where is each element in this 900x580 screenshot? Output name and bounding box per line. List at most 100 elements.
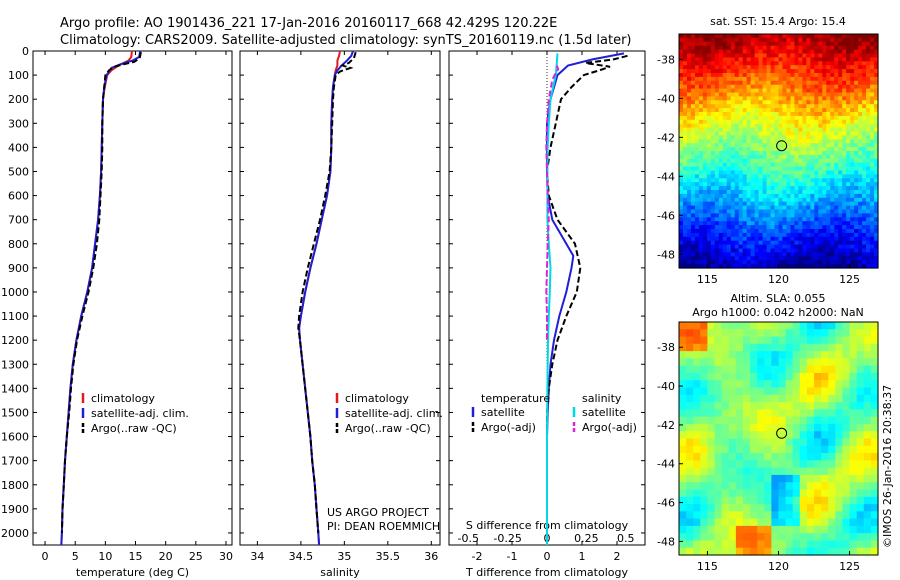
heatmap-cell <box>738 139 744 144</box>
heatmap-cell <box>742 225 748 230</box>
heatmap-cell <box>718 76 724 82</box>
heatmap-cell <box>693 409 701 418</box>
heatmap-cell <box>806 178 811 183</box>
heatmap-cell <box>778 256 784 261</box>
heatmap-cell <box>802 143 807 148</box>
heatmap-cell <box>754 232 760 238</box>
heatmap-cells <box>679 34 879 269</box>
heatmap-cell <box>863 482 872 491</box>
heatmap-cell <box>726 197 732 203</box>
heatmap-cell <box>722 236 728 242</box>
heatmap-cell <box>686 460 694 469</box>
heatmap-cell <box>778 104 784 109</box>
heatmap-cell <box>838 41 843 47</box>
heatmap-cell <box>694 65 700 70</box>
heatmap-cell <box>862 229 867 234</box>
heatmap-cell <box>822 260 827 265</box>
heatmap-cell <box>814 65 819 70</box>
heatmap-cell <box>721 431 730 440</box>
heatmap-cell <box>798 41 803 47</box>
heatmap-cell <box>818 147 823 152</box>
heatmap-cell <box>790 65 796 70</box>
heatmap-cell <box>718 104 724 109</box>
heatmap-cell <box>702 154 708 160</box>
heatmap-cell <box>856 358 865 367</box>
heatmap-cell <box>746 256 752 261</box>
heatmap-cell <box>778 358 787 367</box>
heatmap-cell <box>690 53 696 58</box>
heatmap-cell <box>710 65 716 70</box>
heatmap-cell <box>806 193 811 199</box>
heatmap-cell <box>750 221 756 226</box>
heatmap-cell <box>798 248 803 253</box>
heatmap-cell <box>790 213 796 218</box>
heatmap-cell <box>730 221 736 226</box>
heatmap-cell <box>742 264 748 269</box>
heatmap-cell <box>750 525 758 534</box>
y-tick-label: 0 <box>22 45 29 58</box>
heatmap-cell <box>866 127 871 133</box>
heatmap-cell <box>774 166 780 172</box>
heatmap-cell <box>694 92 700 97</box>
heatmap-cell <box>830 49 835 55</box>
heatmap-cell <box>774 41 780 47</box>
heatmap-cell <box>858 49 863 55</box>
heatmap-cell <box>798 232 803 238</box>
x-tick-label: 120 <box>768 560 789 573</box>
heatmap-cell <box>806 256 811 261</box>
heatmap-cell <box>682 112 688 117</box>
heatmap-cell <box>714 88 720 94</box>
heatmap-cell <box>770 73 776 78</box>
heatmap-cell <box>694 112 700 117</box>
heatmap-cell <box>738 65 744 70</box>
heatmap-cell <box>750 343 758 352</box>
heatmap-cell <box>690 252 696 257</box>
heatmap-cell <box>682 178 688 183</box>
legend-header: salinity <box>582 392 622 405</box>
heatmap-cell <box>866 34 871 39</box>
heatmap-cell <box>774 225 780 230</box>
heatmap-cell <box>830 229 835 234</box>
heatmap-cell <box>782 229 788 234</box>
heatmap-cell <box>706 229 712 234</box>
heatmap-cell <box>802 108 807 113</box>
heatmap-cell <box>874 209 879 214</box>
heatmap-cell <box>766 221 772 226</box>
heatmap-cell <box>721 336 730 345</box>
heatmap-cell <box>858 123 863 129</box>
heatmap-cell <box>693 474 701 483</box>
heatmap-cell <box>834 225 839 230</box>
heatmap-cell <box>718 248 724 253</box>
heatmap-cell <box>738 80 744 86</box>
heatmap-cell <box>694 73 700 78</box>
heatmap-cell <box>846 88 851 94</box>
heatmap-cell <box>679 115 684 121</box>
heatmap-cell <box>826 201 831 207</box>
heatmap-cell <box>707 387 716 396</box>
heatmap-cell <box>774 49 780 55</box>
heatmap-cell <box>686 205 692 211</box>
heatmap-cell <box>790 174 796 179</box>
heatmap-cell <box>694 229 700 234</box>
heatmap-cell <box>862 96 867 101</box>
heatmap-cell <box>686 119 692 125</box>
heatmap-cell <box>862 248 867 253</box>
heatmap-cell <box>710 158 716 164</box>
heatmap-cell <box>835 547 844 556</box>
heatmap-cell <box>693 540 701 549</box>
heatmap-cell <box>798 127 803 133</box>
heatmap-cell <box>730 217 736 222</box>
heatmap-cell <box>728 518 737 527</box>
heatmap-cell <box>742 380 751 389</box>
heatmap-cell <box>706 260 712 265</box>
heatmap-cell <box>850 221 855 226</box>
heatmap-cell <box>764 387 772 396</box>
heatmap-cell <box>850 49 855 55</box>
heatmap-cell <box>858 213 863 218</box>
heatmap-cell <box>814 423 822 432</box>
heatmap-cell <box>858 127 863 133</box>
heatmap-cell <box>774 127 780 133</box>
heatmap-cell <box>806 533 815 542</box>
heatmap-cell <box>810 61 815 66</box>
